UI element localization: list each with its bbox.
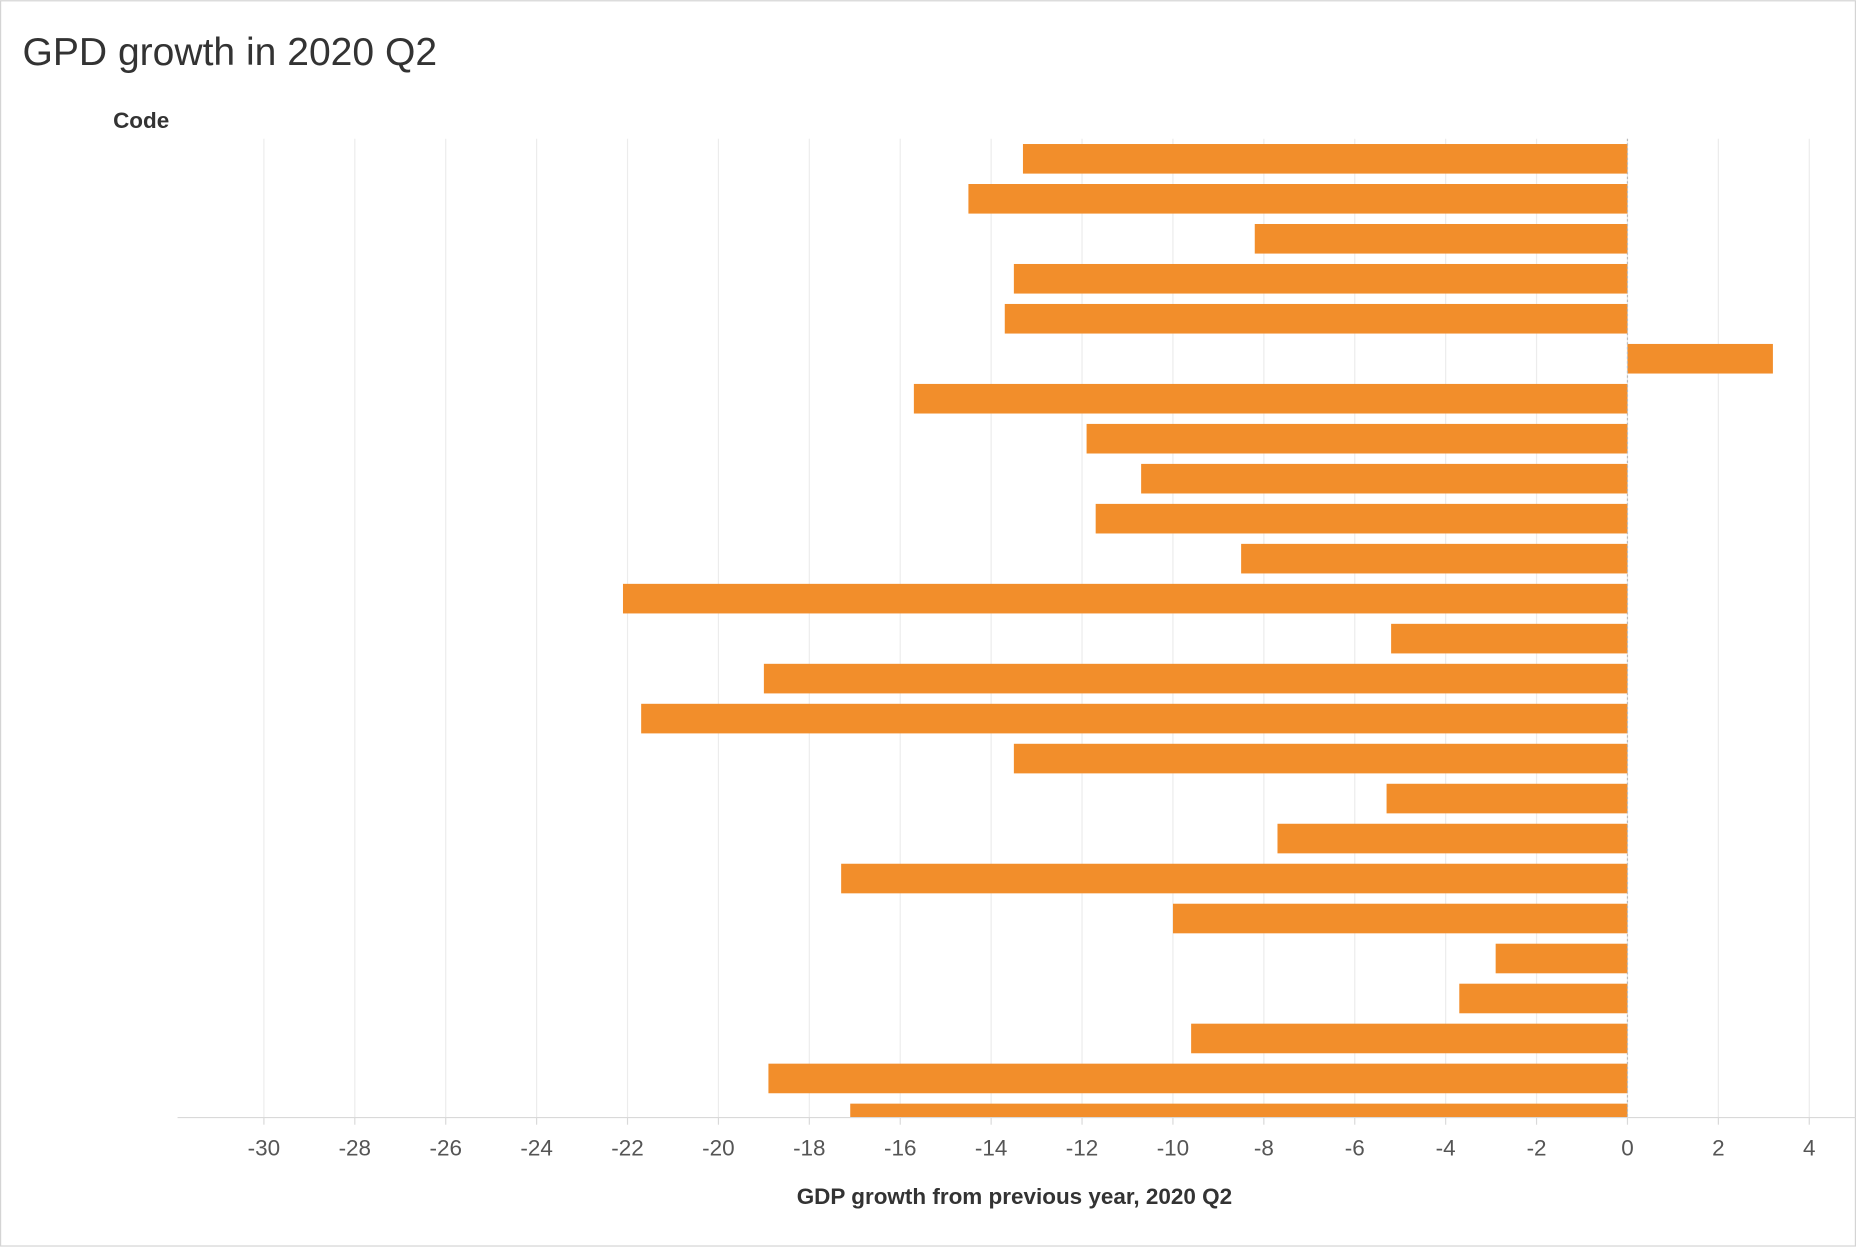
x-tick-label: 0 (1621, 1135, 1634, 1160)
x-tick-label: -14 (975, 1135, 1007, 1160)
y-axis-header: Code (113, 108, 169, 133)
x-ticks: -30 -28 -26 -24 -22 -20 -18 -16 -14 -12 -10 -8 -6 -4-… (248, 1117, 1816, 1160)
x-tick-label: -6 (1345, 1135, 1365, 1160)
bar (1172, 903, 1628, 934)
bar (1391, 623, 1628, 654)
bar (1013, 743, 1628, 774)
x-tick-label: 4 (1803, 1135, 1816, 1160)
x-tick-label: -18 (793, 1135, 825, 1160)
x-tick-label: -12 (1066, 1135, 1098, 1160)
bars (622, 138, 1773, 1118)
chart-title: GPD growth in 2020 Q2 (22, 31, 437, 74)
bar (1386, 783, 1628, 814)
bar (841, 863, 1628, 894)
bar (1022, 144, 1628, 174)
x-tick-label: -24 (520, 1135, 552, 1160)
bar (1013, 263, 1628, 294)
bar (622, 583, 1628, 614)
bar (1241, 543, 1628, 574)
x-tick-label: -30 (248, 1135, 280, 1160)
bar (968, 184, 1628, 214)
bar (1459, 983, 1628, 1014)
x-tick-label: -2 (1527, 1135, 1547, 1160)
x-tick-label: -20 (702, 1135, 734, 1160)
x-tick-label: -10 (1157, 1135, 1189, 1160)
x-tick-label: -22 (611, 1135, 643, 1160)
bar (1086, 423, 1628, 454)
grid (263, 138, 1810, 1118)
x-tick-label: -16 (884, 1135, 916, 1160)
x-tick-label: 2 (1712, 1135, 1724, 1160)
x-tick-label: -4 (1436, 1135, 1456, 1160)
bar (1004, 303, 1628, 334)
x-tick-label: -28 (339, 1135, 371, 1160)
bar (913, 383, 1628, 414)
bar (1095, 503, 1628, 534)
bar (1254, 223, 1628, 254)
x-tick-label: -26 (429, 1135, 461, 1160)
bar (1277, 823, 1628, 854)
bar (1191, 1023, 1628, 1054)
bar (763, 663, 1628, 694)
x-axis-title: GDP growth from previous year, 2020 Q2 (797, 1184, 1232, 1209)
bar (1495, 943, 1628, 974)
bar (1141, 463, 1628, 494)
bar (1627, 343, 1773, 374)
bar (768, 1063, 1628, 1094)
x-tick-label: -8 (1254, 1135, 1274, 1160)
bar (641, 703, 1628, 734)
bar (850, 1103, 1628, 1118)
